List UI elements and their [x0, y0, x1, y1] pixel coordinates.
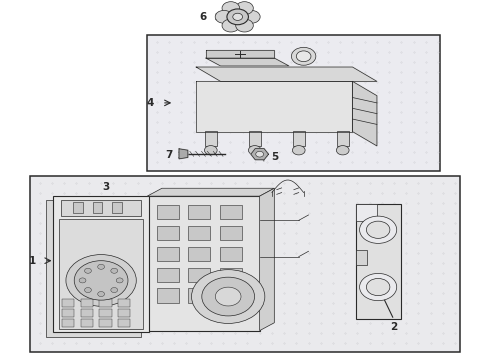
Bar: [356, 250, 367, 265]
Text: 1: 1: [29, 256, 36, 266]
Bar: [62, 310, 74, 317]
Polygon shape: [206, 58, 289, 66]
Bar: [62, 300, 74, 307]
Bar: [99, 310, 112, 317]
Bar: [188, 288, 210, 303]
Circle shape: [74, 261, 128, 300]
Bar: [188, 205, 210, 220]
Circle shape: [248, 145, 261, 155]
Circle shape: [85, 288, 92, 293]
Polygon shape: [147, 188, 274, 196]
Bar: [81, 300, 93, 307]
Text: 6: 6: [200, 12, 207, 22]
Polygon shape: [260, 149, 269, 154]
Bar: [61, 200, 142, 216]
Bar: [188, 247, 210, 261]
Bar: [73, 202, 83, 213]
Bar: [118, 319, 130, 327]
Bar: [99, 300, 112, 307]
Circle shape: [233, 13, 243, 21]
Circle shape: [243, 10, 260, 23]
Bar: [118, 300, 130, 307]
Bar: [220, 288, 242, 303]
Bar: [220, 205, 242, 220]
Bar: [220, 267, 242, 282]
Circle shape: [111, 288, 118, 293]
Bar: [112, 202, 122, 213]
Polygon shape: [196, 67, 377, 81]
Bar: [81, 310, 93, 317]
Circle shape: [192, 270, 265, 323]
Circle shape: [204, 145, 217, 155]
Circle shape: [111, 268, 118, 273]
Polygon shape: [251, 149, 260, 154]
Polygon shape: [206, 50, 274, 58]
Circle shape: [360, 273, 397, 301]
Bar: [147, 196, 260, 330]
Text: 2: 2: [391, 322, 398, 332]
Circle shape: [216, 287, 241, 306]
Circle shape: [360, 216, 397, 243]
Bar: [157, 205, 179, 220]
Bar: [147, 35, 441, 171]
Circle shape: [236, 19, 253, 32]
Polygon shape: [179, 149, 188, 159]
Bar: [249, 131, 261, 146]
Circle shape: [222, 19, 240, 32]
Bar: [293, 131, 305, 146]
Polygon shape: [260, 154, 269, 160]
Bar: [337, 131, 349, 146]
Circle shape: [66, 255, 136, 306]
Bar: [205, 131, 217, 146]
Circle shape: [202, 277, 255, 316]
Circle shape: [336, 145, 349, 155]
Circle shape: [296, 51, 311, 62]
Polygon shape: [255, 154, 264, 160]
Circle shape: [236, 2, 253, 15]
Circle shape: [215, 10, 233, 23]
Bar: [53, 196, 149, 332]
Polygon shape: [251, 154, 260, 160]
Circle shape: [367, 278, 390, 296]
Circle shape: [222, 2, 240, 15]
Text: 5: 5: [270, 152, 278, 162]
Circle shape: [256, 151, 264, 157]
Circle shape: [85, 268, 92, 273]
Bar: [157, 226, 179, 240]
Bar: [99, 319, 112, 327]
Polygon shape: [255, 149, 264, 154]
Bar: [188, 267, 210, 282]
Polygon shape: [260, 188, 274, 330]
Polygon shape: [196, 81, 352, 132]
Polygon shape: [356, 204, 377, 221]
Bar: [220, 226, 242, 240]
Circle shape: [116, 278, 123, 283]
Bar: [46, 201, 142, 337]
Polygon shape: [356, 204, 401, 319]
Bar: [93, 202, 102, 213]
Circle shape: [293, 145, 305, 155]
Text: 4: 4: [146, 98, 153, 108]
Bar: [118, 310, 130, 317]
Circle shape: [98, 264, 104, 269]
Circle shape: [98, 292, 104, 297]
Circle shape: [79, 278, 86, 283]
Circle shape: [292, 47, 316, 65]
Polygon shape: [352, 81, 377, 146]
Circle shape: [227, 9, 248, 25]
Text: 3: 3: [102, 182, 109, 192]
Bar: [157, 267, 179, 282]
Bar: [220, 247, 242, 261]
Bar: [81, 319, 93, 327]
Bar: [157, 288, 179, 303]
Bar: [30, 176, 460, 352]
Bar: [188, 226, 210, 240]
Circle shape: [367, 221, 390, 238]
Bar: [157, 247, 179, 261]
Bar: [59, 220, 143, 329]
Bar: [62, 319, 74, 327]
Text: 7: 7: [166, 150, 173, 160]
